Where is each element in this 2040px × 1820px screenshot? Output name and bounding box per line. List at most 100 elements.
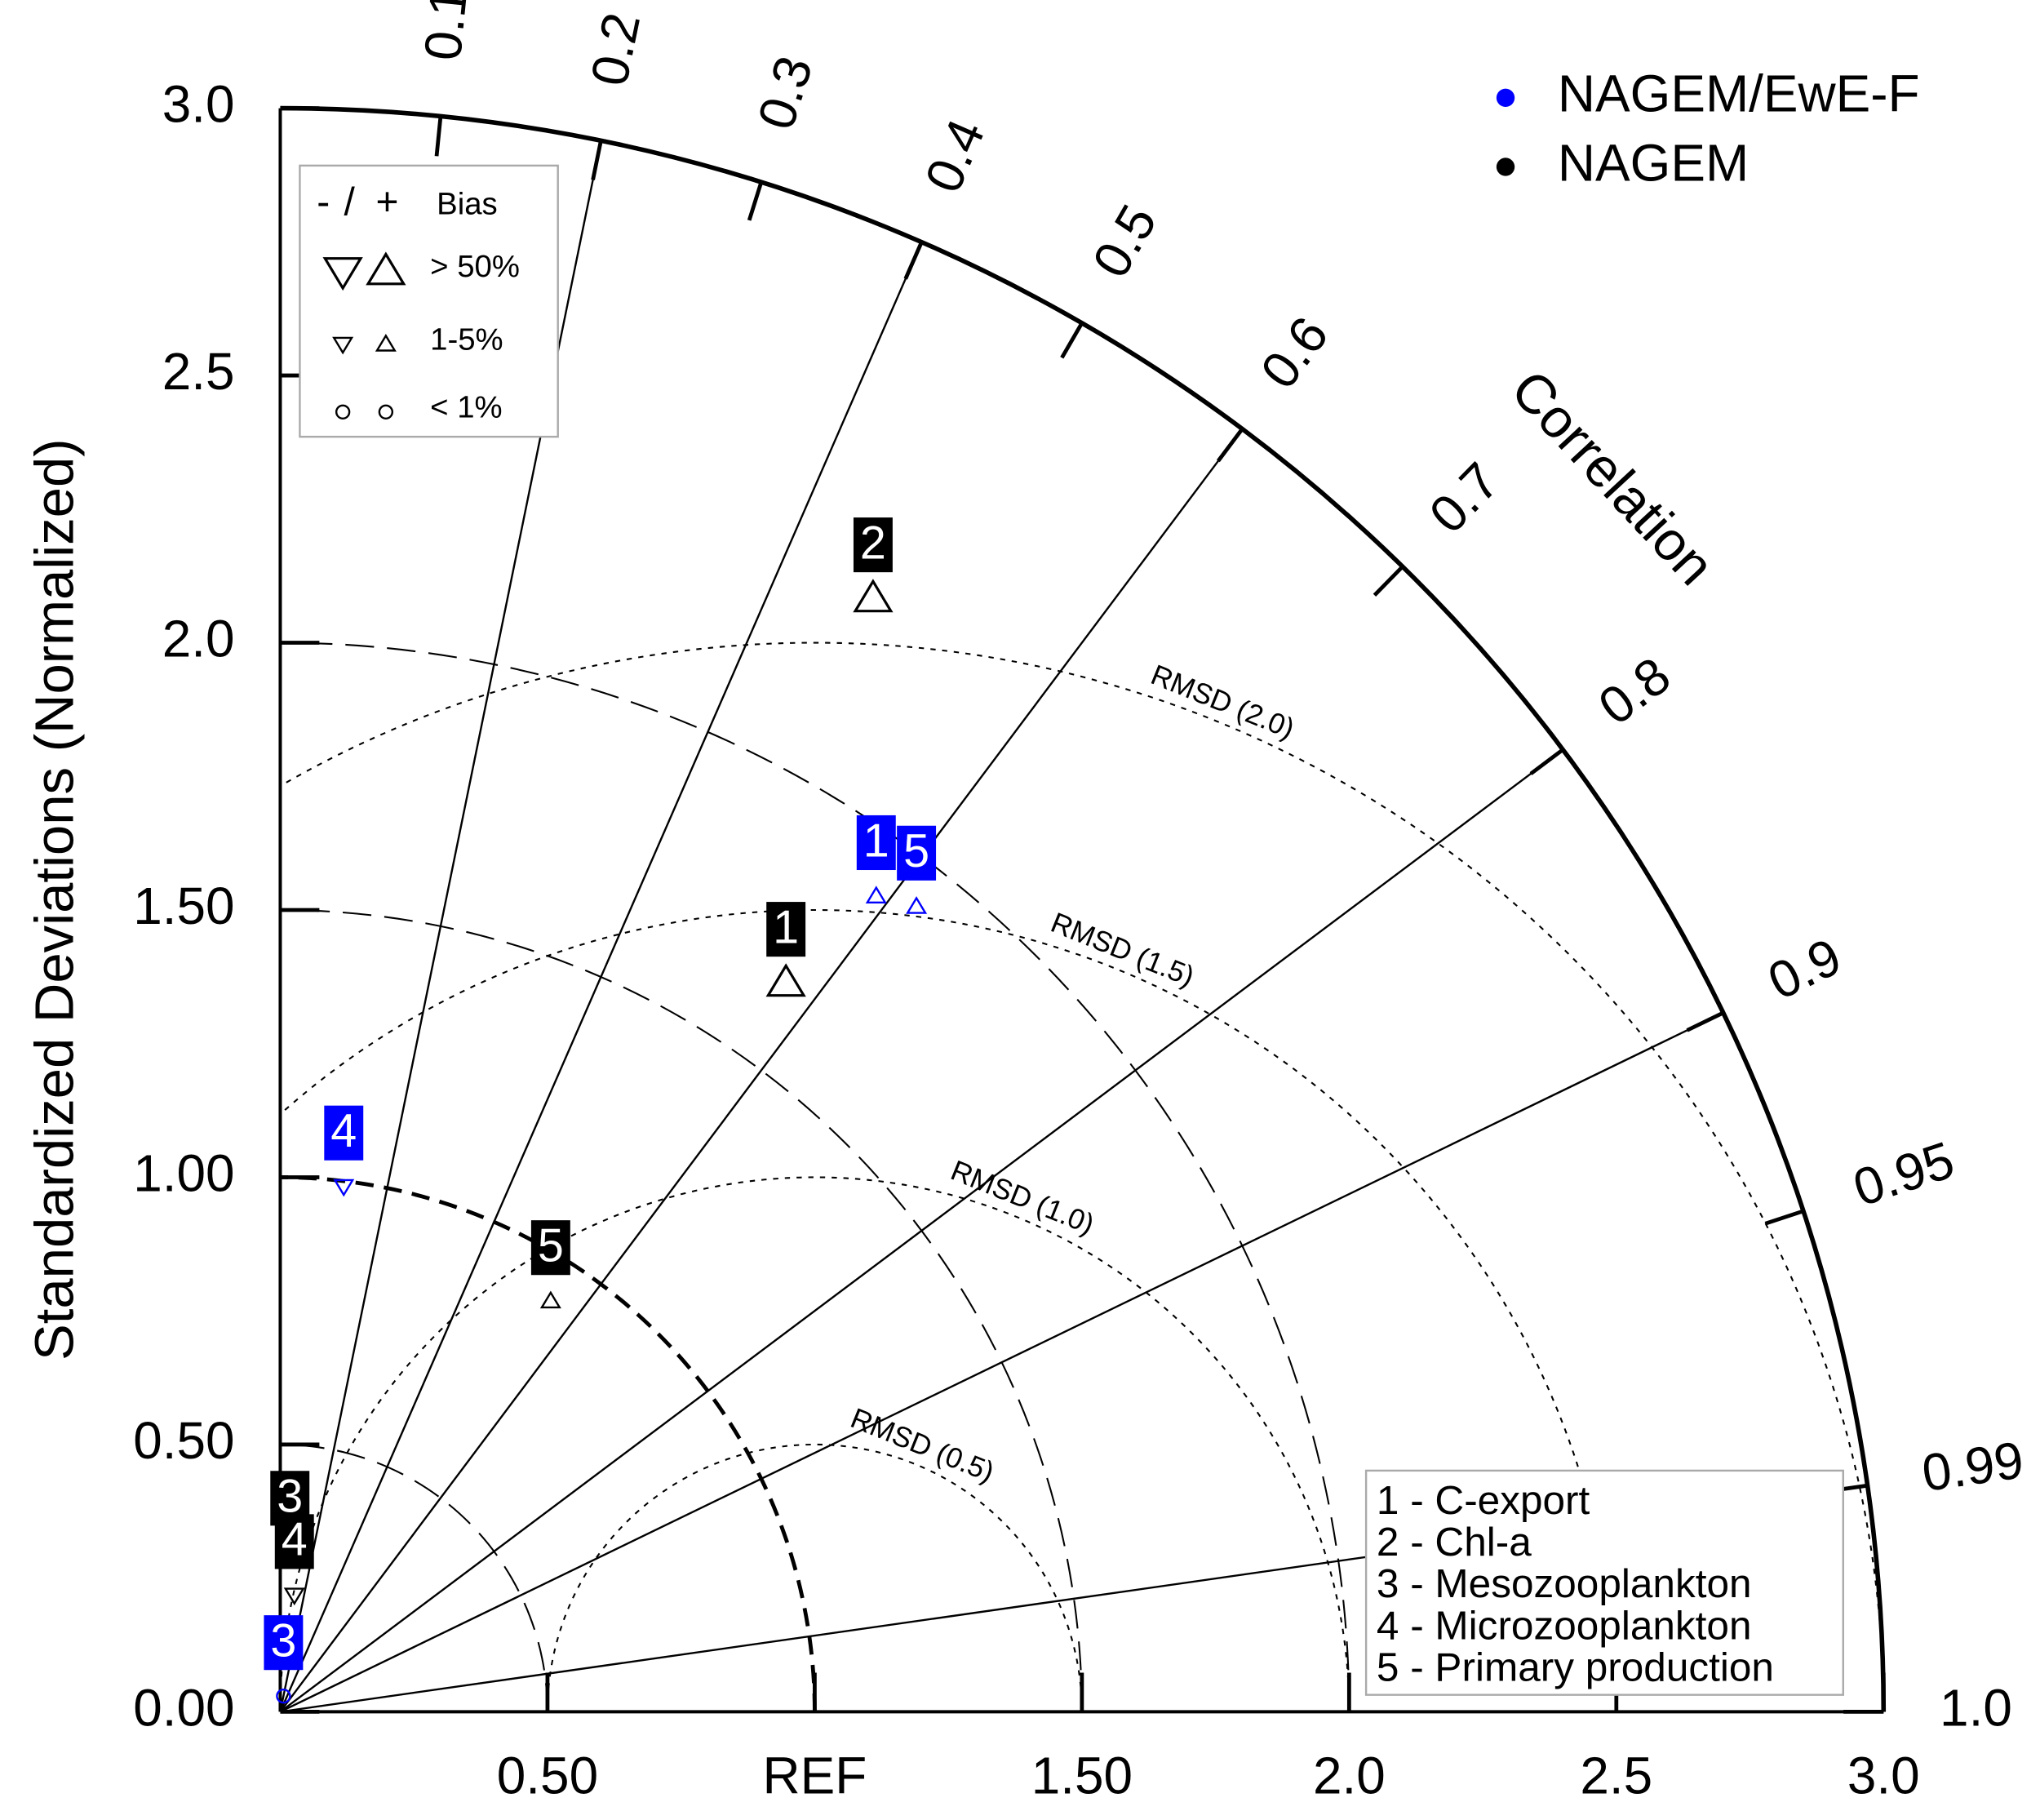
bias-legend-box — [299, 164, 559, 438]
correlation-tick — [1373, 565, 1404, 597]
point-marker — [765, 963, 806, 997]
point-label-box — [274, 1514, 314, 1569]
point-marker — [283, 1587, 305, 1606]
correlation-tick-label: 0.2 — [579, 8, 651, 91]
point-marker — [865, 886, 887, 903]
std-arc — [280, 1443, 548, 1712]
point-label: 1 — [773, 901, 799, 953]
correlation-tick-label: 0.6 — [1249, 306, 1340, 399]
correlation-tick-label: 0.95 — [1847, 1130, 1962, 1218]
rmsd-label: RMSD (1.5) — [1046, 907, 1199, 993]
correlation-tick — [903, 241, 924, 280]
correlation-tick-label: 1.0 — [1940, 1678, 2012, 1737]
correlation-tick — [747, 181, 764, 221]
category-legend-label: 1 - C-export — [1377, 1478, 1590, 1523]
correlation-tick-label: 0.1 — [413, 0, 479, 63]
correlation-line — [279, 1011, 1724, 1713]
y-tick-label: 2.5 — [162, 342, 235, 401]
bias-legend-sign: - — [317, 180, 330, 224]
category-legend-label: 4 - Microzooplankton — [1377, 1603, 1752, 1648]
correlation-title: Correlation — [1499, 359, 1726, 597]
bias-legend-sign: + — [375, 180, 398, 224]
correlation-tick — [1216, 428, 1244, 463]
correlation-tick-label: 0.4 — [913, 111, 996, 201]
point-marker — [332, 336, 354, 355]
point-label-box — [324, 1105, 364, 1161]
rmsd-arc — [280, 641, 1884, 1712]
point-marker — [906, 896, 928, 914]
point-label: 5 — [538, 1219, 564, 1272]
bias-legend-title: Bias — [437, 187, 498, 222]
std-arc — [280, 908, 1083, 1712]
y-tick-label: 0.00 — [133, 1678, 234, 1737]
rmsd-arc — [280, 1176, 1350, 1712]
correlation-tick — [1060, 322, 1084, 359]
point-label: 2 — [860, 517, 886, 569]
y-axis-title: Standardized Deviations (Normalized) — [24, 438, 86, 1361]
point-marker — [378, 404, 394, 419]
correlation-tick-label: 0.5 — [1081, 195, 1169, 287]
correlation-tick — [1764, 1209, 1804, 1226]
outer-arc — [280, 105, 1887, 1712]
y-tick-label: 0.50 — [133, 1411, 234, 1470]
correlation-tick-label: 0.99 — [1918, 1430, 2027, 1503]
correlation-tick-label: 0.8 — [1588, 646, 1681, 736]
category-legend-label: 3 - Mesozooplankton — [1377, 1561, 1752, 1606]
correlation-line — [279, 748, 1564, 1713]
correlation-tick — [1529, 748, 1564, 775]
y-tick-label: 3.0 — [162, 74, 235, 133]
point-marker — [333, 1179, 355, 1197]
y-tick-label: 1.50 — [133, 877, 234, 935]
point-marker — [322, 257, 363, 291]
point-marker — [366, 251, 406, 286]
legend-label: NAGEM — [1558, 133, 1749, 192]
correlation-tick-label: 0.7 — [1418, 451, 1511, 544]
x-tick-label: 0.50 — [497, 1746, 598, 1804]
rmsd-label: RMSD (1.0) — [947, 1155, 1099, 1241]
correlation-line — [279, 428, 1244, 1713]
std-arc — [280, 1175, 817, 1712]
correlation-tick — [591, 140, 603, 180]
x-tick-label: 3.0 — [1847, 1746, 1920, 1804]
category-legend-label: 2 - Chl-a — [1377, 1520, 1532, 1565]
point-label: 3 — [270, 1614, 296, 1667]
x-tick-label: 1.50 — [1031, 1746, 1133, 1804]
std-arc — [280, 641, 1350, 1712]
correlation-tick — [1686, 1010, 1724, 1032]
x-tick-label: 2.5 — [1580, 1746, 1652, 1804]
point-label: 4 — [282, 1514, 308, 1566]
bias-legend-label: < 1% — [430, 390, 502, 425]
correlation-tick — [434, 116, 443, 157]
legend-marker — [1496, 88, 1515, 107]
x-tick-label: 2.0 — [1313, 1746, 1386, 1804]
legend-label: NAGEM/EwE-F — [1558, 64, 1920, 123]
point-label-box — [897, 825, 937, 881]
correlation-tick-label: 0.3 — [746, 49, 823, 135]
point-label-box — [853, 517, 893, 573]
point-label-box — [856, 815, 896, 871]
rmsd-label: RMSD (0.5) — [846, 1402, 999, 1489]
point-label: 3 — [277, 1471, 303, 1523]
point-label: 5 — [903, 825, 929, 877]
correlation-tick-label: 0.9 — [1759, 926, 1850, 1011]
category-legend-box — [1364, 1469, 1844, 1696]
point-label-box — [264, 1615, 304, 1671]
point-marker — [375, 334, 397, 352]
point-label-box — [530, 1220, 570, 1276]
clipped-layer — [280, 641, 1884, 1712]
bias-legend-sign: / — [344, 180, 355, 224]
point-marker — [276, 1688, 291, 1704]
rmsd-label: RMSD (2.0) — [1146, 659, 1299, 745]
point-label: 4 — [330, 1105, 357, 1157]
correlation-line — [279, 242, 923, 1712]
point-label-box — [766, 902, 806, 957]
x-tick-label: REF — [763, 1746, 867, 1804]
rmsd-arc — [546, 1443, 1083, 1712]
y-tick-label: 2.0 — [162, 609, 235, 668]
bias-legend-label: > 50% — [430, 249, 520, 284]
point-label: 1 — [863, 815, 889, 867]
point-marker — [335, 404, 351, 419]
point-marker — [853, 579, 894, 613]
y-tick-label: 1.00 — [133, 1143, 234, 1202]
